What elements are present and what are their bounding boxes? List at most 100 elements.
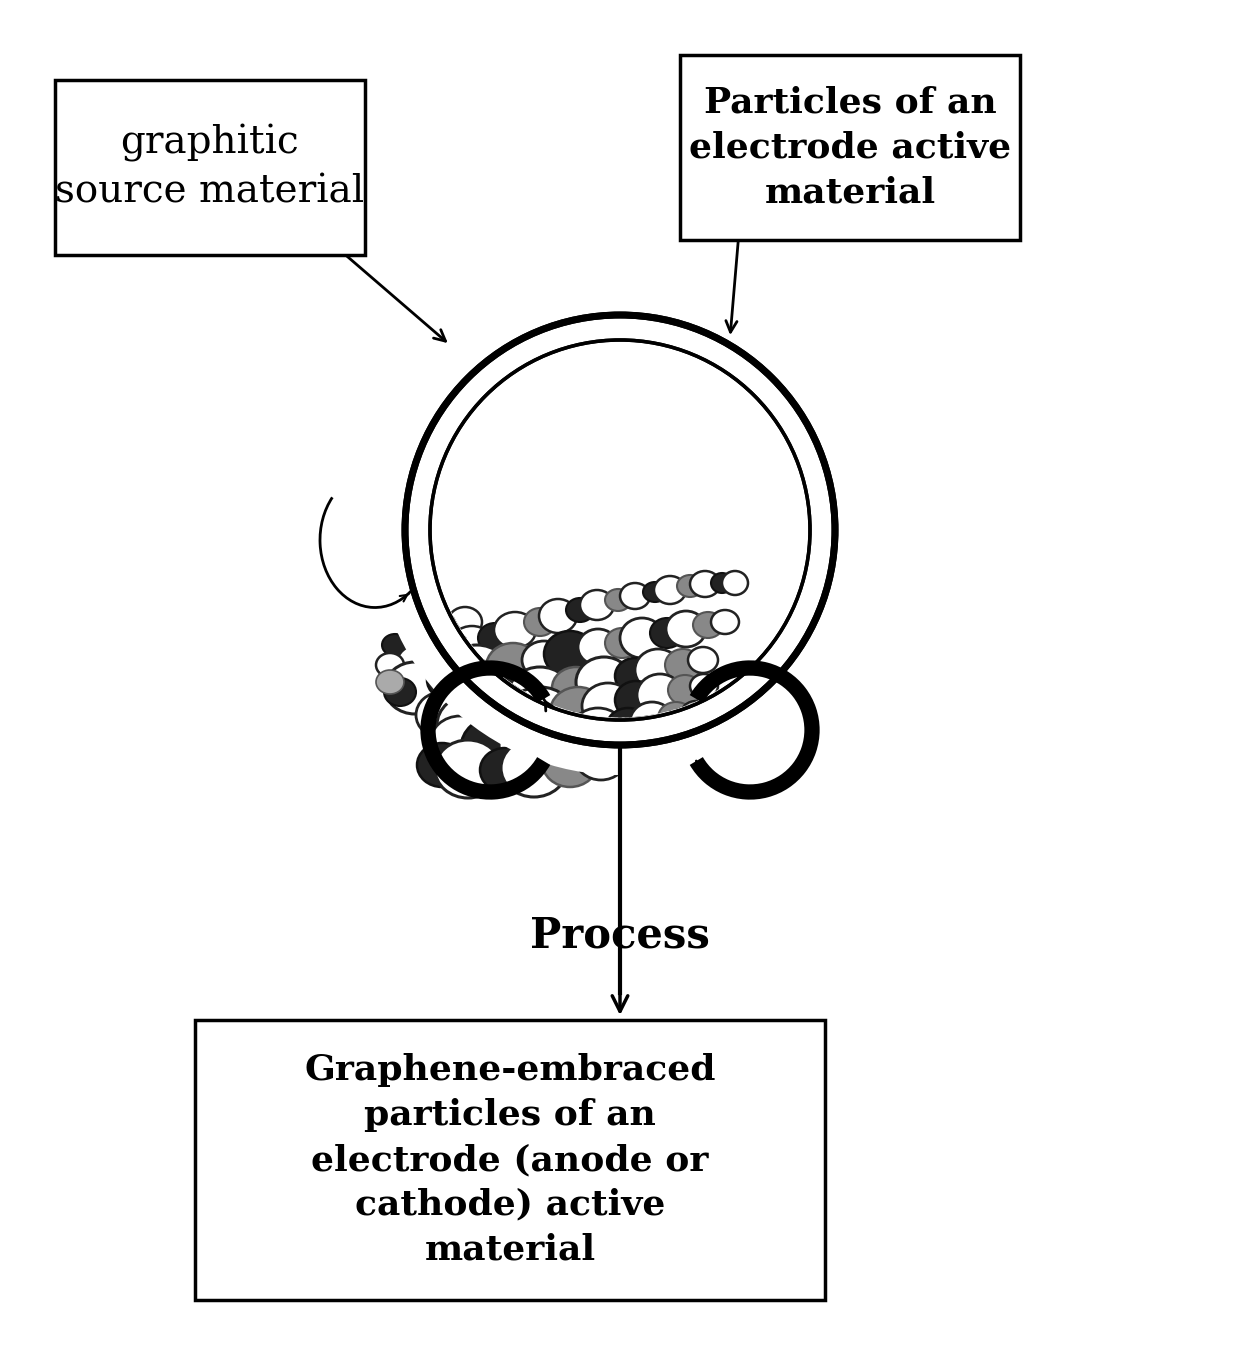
Ellipse shape (398, 612, 418, 631)
Ellipse shape (658, 703, 694, 734)
Ellipse shape (650, 618, 684, 647)
Ellipse shape (693, 612, 723, 638)
Ellipse shape (484, 699, 536, 744)
Ellipse shape (681, 701, 711, 727)
Ellipse shape (653, 576, 686, 604)
Ellipse shape (376, 653, 404, 677)
Ellipse shape (398, 612, 418, 631)
Ellipse shape (578, 629, 618, 665)
Ellipse shape (498, 715, 565, 773)
Ellipse shape (522, 641, 565, 678)
Bar (680, 55, 1021, 240)
Ellipse shape (582, 682, 634, 730)
Ellipse shape (429, 638, 467, 672)
Ellipse shape (425, 599, 445, 616)
Ellipse shape (689, 674, 718, 699)
Ellipse shape (508, 668, 572, 723)
Ellipse shape (415, 692, 467, 738)
Ellipse shape (539, 599, 577, 633)
Ellipse shape (658, 703, 694, 734)
Ellipse shape (382, 634, 408, 656)
Ellipse shape (382, 634, 408, 656)
Ellipse shape (505, 686, 575, 748)
Ellipse shape (608, 734, 652, 771)
Ellipse shape (620, 583, 650, 608)
Ellipse shape (620, 618, 663, 658)
Ellipse shape (666, 611, 706, 647)
Ellipse shape (630, 703, 675, 742)
Ellipse shape (427, 660, 472, 700)
Ellipse shape (480, 748, 529, 791)
Ellipse shape (635, 649, 681, 690)
Ellipse shape (551, 686, 606, 738)
Ellipse shape (722, 571, 748, 595)
Ellipse shape (396, 643, 444, 686)
Ellipse shape (427, 660, 472, 700)
Ellipse shape (635, 649, 681, 690)
Ellipse shape (689, 571, 720, 598)
Ellipse shape (501, 739, 567, 797)
Ellipse shape (505, 686, 575, 748)
Ellipse shape (485, 678, 534, 721)
Ellipse shape (539, 713, 596, 765)
Ellipse shape (605, 629, 639, 658)
Ellipse shape (477, 623, 512, 653)
Text: Process: Process (529, 914, 711, 956)
Ellipse shape (436, 695, 505, 755)
Ellipse shape (666, 611, 706, 647)
Ellipse shape (405, 608, 434, 633)
Ellipse shape (565, 598, 594, 622)
Ellipse shape (551, 686, 606, 738)
Ellipse shape (376, 653, 404, 677)
Ellipse shape (570, 708, 626, 758)
Ellipse shape (722, 571, 748, 595)
Ellipse shape (668, 674, 702, 705)
Ellipse shape (477, 623, 512, 653)
Ellipse shape (605, 590, 631, 611)
Text: graphitic
source material: graphitic source material (56, 124, 365, 211)
Ellipse shape (405, 608, 434, 633)
Ellipse shape (404, 599, 422, 615)
Ellipse shape (542, 738, 598, 787)
Ellipse shape (544, 631, 596, 677)
Ellipse shape (448, 607, 482, 637)
Ellipse shape (430, 716, 490, 770)
Ellipse shape (461, 717, 529, 777)
Ellipse shape (606, 708, 650, 748)
Ellipse shape (620, 583, 650, 608)
Ellipse shape (677, 575, 703, 598)
Ellipse shape (417, 743, 467, 787)
Ellipse shape (461, 717, 529, 777)
Ellipse shape (688, 647, 718, 673)
Ellipse shape (650, 618, 684, 647)
Ellipse shape (565, 598, 594, 622)
Ellipse shape (637, 674, 683, 716)
Ellipse shape (498, 715, 565, 773)
Ellipse shape (688, 647, 718, 673)
Ellipse shape (539, 713, 596, 765)
Ellipse shape (665, 649, 701, 681)
Ellipse shape (384, 662, 445, 713)
Ellipse shape (542, 738, 598, 787)
Ellipse shape (430, 615, 460, 641)
Ellipse shape (376, 670, 404, 695)
Ellipse shape (435, 740, 501, 798)
Ellipse shape (653, 576, 686, 604)
Ellipse shape (577, 657, 632, 707)
Ellipse shape (605, 629, 639, 658)
Ellipse shape (681, 701, 711, 727)
Ellipse shape (580, 590, 614, 621)
Ellipse shape (384, 662, 445, 713)
Ellipse shape (552, 668, 600, 709)
Ellipse shape (494, 612, 536, 647)
Ellipse shape (544, 631, 596, 677)
Ellipse shape (615, 681, 657, 719)
Ellipse shape (384, 678, 415, 707)
Ellipse shape (689, 674, 718, 699)
Ellipse shape (711, 610, 739, 634)
Ellipse shape (486, 643, 539, 690)
Ellipse shape (644, 581, 667, 602)
Ellipse shape (580, 590, 614, 621)
Ellipse shape (410, 320, 830, 740)
Ellipse shape (402, 621, 441, 656)
